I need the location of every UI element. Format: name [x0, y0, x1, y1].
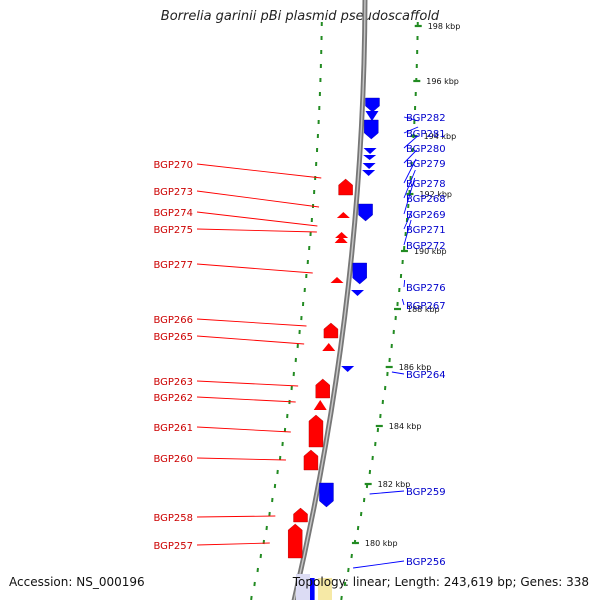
reverse-gene [365, 97, 380, 113]
label-leader-line [403, 279, 406, 288]
scale-label: 190 kbp [414, 247, 447, 256]
reverse-gene [352, 262, 367, 285]
forward-gene [323, 322, 339, 339]
gene-label: BGP278 [406, 179, 446, 190]
gene-label: BGP266 [153, 315, 193, 326]
label-leader-line [403, 177, 416, 215]
label-leader-line [196, 426, 291, 433]
gene-label: BGP282 [406, 113, 446, 124]
outer-tick-mark [340, 595, 343, 600]
gene-label: BGP271 [406, 225, 446, 236]
label-leader-line [403, 158, 417, 184]
gene-label: BGP273 [153, 187, 193, 198]
label-leader-line [196, 211, 318, 227]
label-leader-line [403, 126, 419, 134]
accession-label: Accession: NS_000196 [9, 575, 145, 589]
forward-gene [335, 232, 349, 238]
reverse-gene [341, 366, 355, 372]
label-leader-line [196, 190, 320, 208]
forward-gene [336, 212, 350, 218]
topology-label: Topology: linear; Length: 243,619 bp; Ge… [292, 575, 589, 589]
gene-label: BGP275 [153, 225, 193, 236]
scale-label: 186 kbp [399, 363, 432, 372]
scale-label: 184 kbp [389, 422, 422, 431]
reverse-gene [363, 155, 377, 160]
reverse-gene [362, 163, 376, 169]
gene-label: BGP264 [406, 370, 446, 381]
reverse-gene [365, 111, 379, 121]
gene-label: BGP270 [153, 160, 193, 171]
gene-label: BGP281 [406, 129, 446, 140]
gene-label: BGP274 [153, 208, 193, 219]
label-leader-line [196, 380, 299, 387]
label-leader-line [403, 116, 419, 122]
gene-label: BGP257 [153, 541, 193, 552]
other-feature [318, 578, 332, 600]
scale-label: 194 kbp [424, 132, 457, 141]
label-leader-line [196, 515, 276, 518]
forward-gene [334, 236, 348, 243]
gene-label: BGP258 [153, 513, 193, 524]
forward-gene [315, 378, 330, 399]
backbone-arc [291, 0, 368, 600]
forward-gene [313, 400, 327, 410]
other-feature [296, 574, 310, 600]
gene-label: BGP262 [153, 393, 193, 404]
forward-gene [330, 277, 344, 283]
scale-label: 192 kbp [419, 190, 452, 199]
gene-label: BGP280 [406, 144, 446, 155]
label-leader-line [403, 169, 416, 199]
gene-label: BGP269 [406, 210, 446, 221]
gene-label: BGP276 [406, 283, 446, 294]
reverse-gene [351, 290, 365, 296]
label-leader-line [391, 371, 405, 375]
map-title: Borrelia garinii pBi plasmid pseudoscaff… [160, 9, 440, 24]
scale-label: 196 kbp [426, 77, 459, 86]
label-leader-line [403, 149, 418, 164]
label-leader-line [403, 135, 418, 149]
label-leader-line [403, 210, 413, 230]
reverse-gene [358, 203, 373, 222]
forward-gene [288, 523, 303, 559]
scale-label: 180 kbp [365, 539, 398, 548]
gene-label: BGP256 [406, 557, 446, 568]
forward-gene [303, 449, 319, 471]
label-leader-line [196, 396, 296, 403]
forward-gene [308, 414, 324, 448]
backbone-highlight [293, 0, 366, 600]
label-leader-line [196, 228, 317, 233]
label-leader-line [401, 298, 405, 306]
label-leader-line [196, 263, 313, 274]
gene-label: BGP265 [153, 332, 193, 343]
scale-label: 188 kbp [407, 305, 440, 314]
forward-gene [293, 507, 308, 523]
label-leader-line [196, 163, 322, 179]
label-leader-line [196, 457, 286, 461]
reverse-gene [319, 482, 334, 508]
gene-label: BGP267 [406, 301, 446, 312]
label-leader-line [353, 560, 405, 569]
scale-label: 198 kbp [428, 22, 461, 31]
forward-gene [322, 343, 336, 351]
label-leader-line [196, 542, 270, 546]
reverse-gene [362, 170, 376, 176]
reverse-gene [363, 148, 377, 154]
scale-label: 182 kbp [378, 480, 411, 489]
label-leader-line [369, 490, 405, 495]
label-leader-line [196, 335, 305, 345]
forward-gene [338, 178, 353, 196]
reverse-gene [364, 119, 379, 140]
gene-label: BGP279 [406, 159, 446, 170]
gene-label: BGP272 [406, 241, 446, 252]
gene-label: BGP277 [153, 260, 193, 271]
gene-label: BGP261 [153, 423, 193, 434]
gene-label: BGP260 [153, 454, 193, 465]
label-leader-line [196, 318, 307, 327]
label-leader-line [403, 219, 412, 246]
gene-label: BGP259 [406, 487, 446, 498]
gene-label: BGP268 [406, 194, 446, 205]
gene-label: BGP263 [153, 377, 193, 388]
